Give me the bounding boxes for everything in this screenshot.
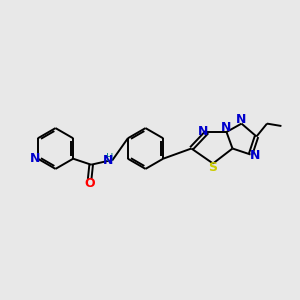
Text: N: N [198, 124, 208, 138]
Text: S: S [208, 161, 217, 174]
Text: N: N [103, 154, 113, 167]
Text: H: H [106, 152, 113, 163]
Text: N: N [221, 121, 232, 134]
Text: N: N [236, 113, 247, 126]
Text: N: N [30, 152, 40, 165]
Text: O: O [84, 177, 95, 190]
Text: N: N [250, 149, 260, 162]
